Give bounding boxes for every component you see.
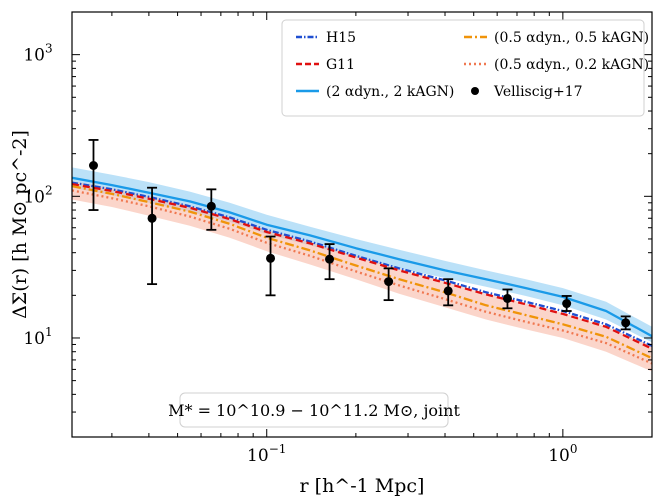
plot-frame [71,11,653,438]
y-axis-label: ΔΣ(r) [h M⊙ pc^-2] [9,130,31,319]
band-2-dyn-2-kagn [72,167,652,343]
observation-points [88,139,631,331]
obs-marker [147,213,157,223]
legend-label-g11: G11 [326,57,355,73]
obs-point-3 [265,235,276,297]
legend: H15 G11 (2 αdyn., 2 kAGN) (0.5 αdyn., 0.… [281,19,649,117]
obs-marker [206,201,216,211]
x-tick-label: 100 [548,442,577,466]
annotation-frame [179,392,449,428]
obs-marker [384,277,394,287]
line-0-5-dyn-0-2-kagn [72,189,652,365]
obs-marker [562,299,572,309]
model-lines [72,176,652,365]
x-tick-label: 10−1 [247,442,286,466]
obs-point-2 [206,188,217,231]
legend-frame [281,19,645,117]
obs-marker [443,286,453,296]
obs-marker [621,318,631,328]
legend-label-05adyn-02kagn: (0.5 αdyn., 0.2 kAGN) [494,57,649,73]
legend-label-velliscig: Velliscig+17 [493,84,583,100]
obs-point-1 [147,186,158,286]
x-axis-label: r [h^-1 Mpc] [300,475,425,497]
y-tick-label: 101 [23,325,52,349]
obs-point-6 [443,278,454,307]
obs-marker [502,293,512,303]
legend-swatch-velliscig [471,87,479,95]
line-2-dyn-2-kagn [72,176,652,338]
line-h15 [72,181,652,347]
obs-point-9 [620,315,631,331]
confidence-bands [72,167,652,372]
obs-marker [266,253,276,263]
y-tick-label: 103 [23,42,52,66]
obs-marker [88,161,98,171]
annotation-box: M* = 10^10.9 − 10^11.2 M⊙, joint [168,392,460,428]
legend-label-h15: H15 [326,30,356,46]
obs-point-0 [88,139,99,211]
obs-point-4 [324,243,335,281]
annotation-text: M* = 10^10.9 − 10^11.2 M⊙, joint [168,401,460,420]
obs-point-7 [502,288,513,310]
obs-marker [325,254,335,264]
obs-point-5 [383,267,394,302]
legend-label-2adyn: (2 αdyn., 2 kAGN) [326,84,454,100]
band-0-5-dyn-0-2-kagn [72,181,652,372]
legend-label-05adyn-05kagn: (0.5 αdyn., 0.5 kAGN) [494,30,649,46]
line-0-5-dyn-0-5-kagn [72,184,652,360]
line-g11 [72,182,652,350]
obs-point-8 [561,295,572,312]
